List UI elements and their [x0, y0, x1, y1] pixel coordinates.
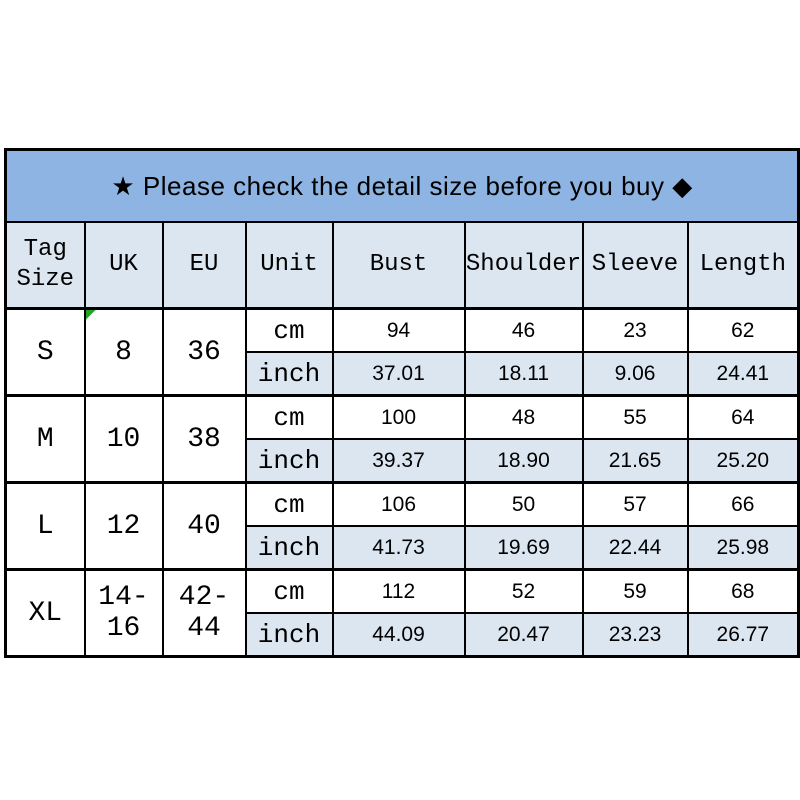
- unit-label-inch: inch: [244, 525, 334, 571]
- l-shoulder-cm: 50: [463, 481, 584, 527]
- col-header-bust: Bust: [331, 221, 466, 310]
- l-shoulder-inch: 19.69: [463, 525, 584, 571]
- col-header-sleeve: Sleeve: [581, 221, 689, 310]
- xl-shoulder-cm: 52: [463, 568, 584, 614]
- unit-label-cm: cm: [244, 481, 334, 527]
- unit-label-cm: cm: [244, 568, 334, 614]
- l-sleeve-cm: 57: [581, 481, 689, 527]
- m-length-cm: 64: [686, 394, 800, 440]
- row-xl-inch: inch 44.09 20.47 23.23 26.77: [6, 612, 800, 658]
- m-shoulder-inch: 18.90: [463, 438, 584, 484]
- m-bust-inch: 39.37: [331, 438, 466, 484]
- m-length-inch: 25.20: [686, 438, 800, 484]
- l-length-cm: 66: [686, 481, 800, 527]
- xl-sleeve-cm: 59: [581, 568, 689, 614]
- col-header-uk: UK: [83, 221, 164, 310]
- eu-size-s: 36: [161, 307, 247, 397]
- uk-size-s: 8: [83, 307, 164, 397]
- s-bust-inch: 37.01: [331, 351, 466, 397]
- unit-label-inch: inch: [244, 438, 334, 484]
- xl-shoulder-inch: 20.47: [463, 612, 584, 658]
- banner-row: ★ Please check the detail size before yo…: [4, 148, 800, 223]
- xl-bust-inch: 44.09: [331, 612, 466, 658]
- unit-label-cm: cm: [244, 394, 334, 440]
- uk-size-l: 12: [83, 481, 164, 571]
- row-l-inch: inch 41.73 19.69 22.44 25.98: [6, 525, 800, 571]
- row-xl-cm: XL 14-16 42-44 cm 112 52 59 68: [4, 568, 800, 658]
- m-shoulder-cm: 48: [463, 394, 584, 440]
- s-shoulder-cm: 46: [463, 307, 584, 353]
- tag-size-l: L: [4, 481, 86, 571]
- tag-size-xl: XL: [4, 568, 86, 658]
- eu-size-xl: 42-44: [161, 568, 247, 658]
- s-shoulder-inch: 18.11: [463, 351, 584, 397]
- xl-sleeve-inch: 23.23: [581, 612, 689, 658]
- unit-label-cm: cm: [244, 307, 334, 353]
- s-length-cm: 62: [686, 307, 800, 353]
- m-bust-cm: 100: [331, 394, 466, 440]
- tag-size-s: S: [4, 307, 86, 397]
- row-s-cm: S 8 36 cm 94 46 23 62: [4, 307, 800, 397]
- l-bust-inch: 41.73: [331, 525, 466, 571]
- l-bust-cm: 106: [331, 481, 466, 527]
- uk-size-xl: 14-16: [83, 568, 164, 658]
- row-m-inch: inch 39.37 18.90 21.65 25.20: [6, 438, 800, 484]
- s-sleeve-inch: 9.06: [581, 351, 689, 397]
- xl-length-inch: 26.77: [686, 612, 800, 658]
- s-length-inch: 24.41: [686, 351, 800, 397]
- row-m-cm: M 10 38 cm 100 48 55 64: [4, 394, 800, 484]
- row-s-inch: inch 37.01 18.11 9.06 24.41: [6, 351, 800, 397]
- l-length-inch: 25.98: [686, 525, 800, 571]
- column-header-row: Tag Size UK EU Unit Bust Shoulder Sleeve…: [4, 221, 800, 310]
- tag-size-m: M: [4, 394, 86, 484]
- l-sleeve-inch: 22.44: [581, 525, 689, 571]
- row-l-cm: L 12 40 cm 106 50 57 66: [4, 481, 800, 571]
- eu-size-l: 40: [161, 481, 247, 571]
- col-header-eu: EU: [161, 221, 247, 310]
- s-sleeve-cm: 23: [581, 307, 689, 353]
- xl-bust-cm: 112: [331, 568, 466, 614]
- size-chart-table: ★ Please check the detail size before yo…: [4, 148, 800, 658]
- col-header-shoulder: Shoulder: [463, 221, 584, 310]
- col-header-length: Length: [686, 221, 800, 310]
- unit-label-inch: inch: [244, 612, 334, 658]
- col-header-tag-size: Tag Size: [4, 221, 86, 310]
- m-sleeve-cm: 55: [581, 394, 689, 440]
- uk-size-m: 10: [83, 394, 164, 484]
- eu-size-m: 38: [161, 394, 247, 484]
- m-sleeve-inch: 21.65: [581, 438, 689, 484]
- xl-length-cm: 68: [686, 568, 800, 614]
- unit-label-inch: inch: [244, 351, 334, 397]
- green-corner-marker-icon: [86, 311, 96, 320]
- s-bust-cm: 94: [331, 307, 466, 353]
- col-header-unit: Unit: [244, 221, 334, 310]
- banner-title: ★ Please check the detail size before yo…: [4, 148, 800, 223]
- uk-size-s-value: 8: [115, 336, 132, 368]
